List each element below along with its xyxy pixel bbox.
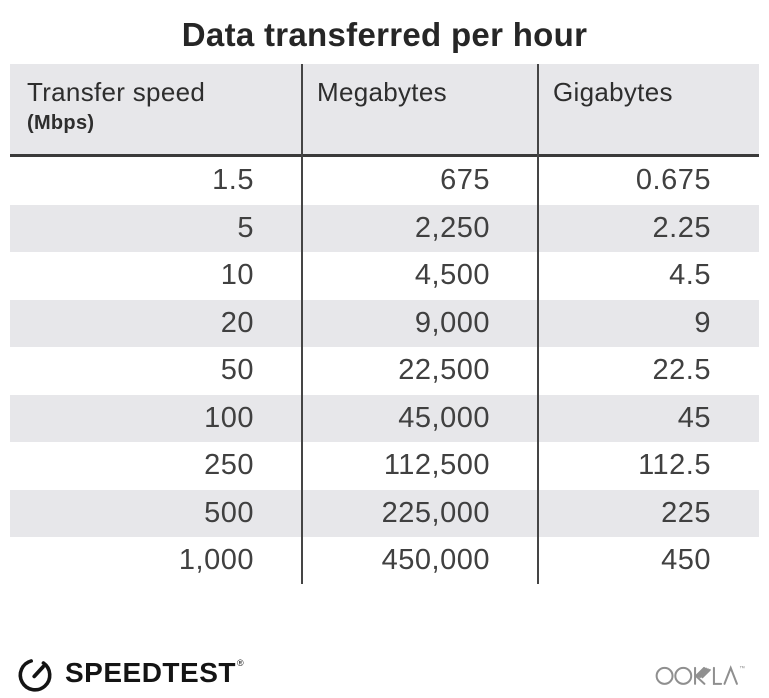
table-row: 50 22,500 22.5 (10, 347, 759, 395)
table-cell-speed: 20 (220, 306, 254, 339)
page-title: Data transferred per hour (181, 16, 588, 53)
table-cell-speed: 50 (220, 354, 254, 386)
column-divider (301, 64, 303, 584)
table-row: 10 4,500 4.5 (10, 252, 759, 300)
table-cell-megabytes: 9,000 (414, 306, 490, 339)
speedtest-logo: SPEEDTEST ® (14, 652, 244, 694)
table-cell-megabytes: 225,000 (381, 496, 490, 529)
table-row: 5 2,250 2.25 (10, 204, 759, 252)
column-header-transfer-speed: Transfer speed (Mbps) (10, 64, 302, 154)
ookla-wordmark: ™ (655, 664, 745, 685)
column-divider (537, 64, 539, 584)
table-cell-gigabytes: 4.5 (669, 259, 711, 291)
column-header-gigabytes: Gigabytes (538, 64, 759, 154)
table-row: 1,000 450,000 450 (10, 537, 759, 585)
table-cell-megabytes: 22,500 (398, 354, 490, 386)
ookla-logo: ™ (655, 658, 747, 693)
table-cell-gigabytes: 9 (694, 306, 711, 339)
table-cell-gigabytes: 450 (661, 544, 711, 576)
table-row: 100 45,000 45 (10, 394, 759, 442)
footer: SPEEDTEST ® ™ (0, 652, 769, 694)
column-header-sublabel: (Mbps) (27, 112, 95, 134)
table-cell-speed: 100 (204, 401, 254, 434)
table-cell-gigabytes: 0.675 (635, 164, 711, 196)
table-cell-gigabytes: 225 (661, 496, 711, 529)
table-cell-megabytes: 45,000 (398, 401, 490, 434)
table-cell-speed: 250 (204, 449, 254, 481)
column-header-label: Megabytes (317, 77, 447, 107)
column-header-label: Transfer speed (27, 77, 206, 107)
table-cell-gigabytes: 45 (677, 401, 711, 434)
table-cell-gigabytes: 2.25 (652, 211, 711, 244)
trademark-mark: ™ (739, 666, 745, 672)
table-header: Transfer speed (Mbps) Megabytes Gigabyte… (10, 64, 759, 157)
table-cell-megabytes: 2,250 (414, 211, 490, 244)
table-cell-speed: 500 (204, 496, 254, 529)
table-cell-speed: 1,000 (178, 544, 254, 576)
table-cell-megabytes: 112,500 (383, 449, 490, 481)
data-table: Transfer speed (Mbps) Megabytes Gigabyte… (10, 64, 759, 585)
table-row: 1.5 675 0.675 (10, 157, 759, 205)
table-cell-speed: 1.5 (212, 164, 254, 196)
column-header-label: Gigabytes (553, 77, 673, 107)
speedtest-wordmark: SPEEDTEST (65, 657, 236, 688)
table-cell-megabytes: 675 (440, 164, 490, 196)
registered-mark: ® (236, 658, 244, 668)
table-cell-gigabytes: 22.5 (652, 354, 711, 386)
table-row: 20 9,000 9 (10, 299, 759, 347)
table-cell-gigabytes: 112.5 (638, 449, 711, 481)
table-cell-speed: 5 (237, 211, 254, 244)
speedtest-gauge-icon (18, 659, 52, 692)
table-cell-megabytes: 4,500 (414, 259, 490, 291)
table-body: 1.5 675 0.675 5 2,250 2.25 10 4,500 4.5 … (10, 157, 759, 585)
table-cell-speed: 10 (220, 259, 254, 291)
table-cell-megabytes: 450,000 (381, 544, 490, 576)
table-row: 250 112,500 112.5 (10, 442, 759, 490)
table-row: 500 225,000 225 (10, 489, 759, 537)
column-header-megabytes: Megabytes (302, 64, 538, 154)
